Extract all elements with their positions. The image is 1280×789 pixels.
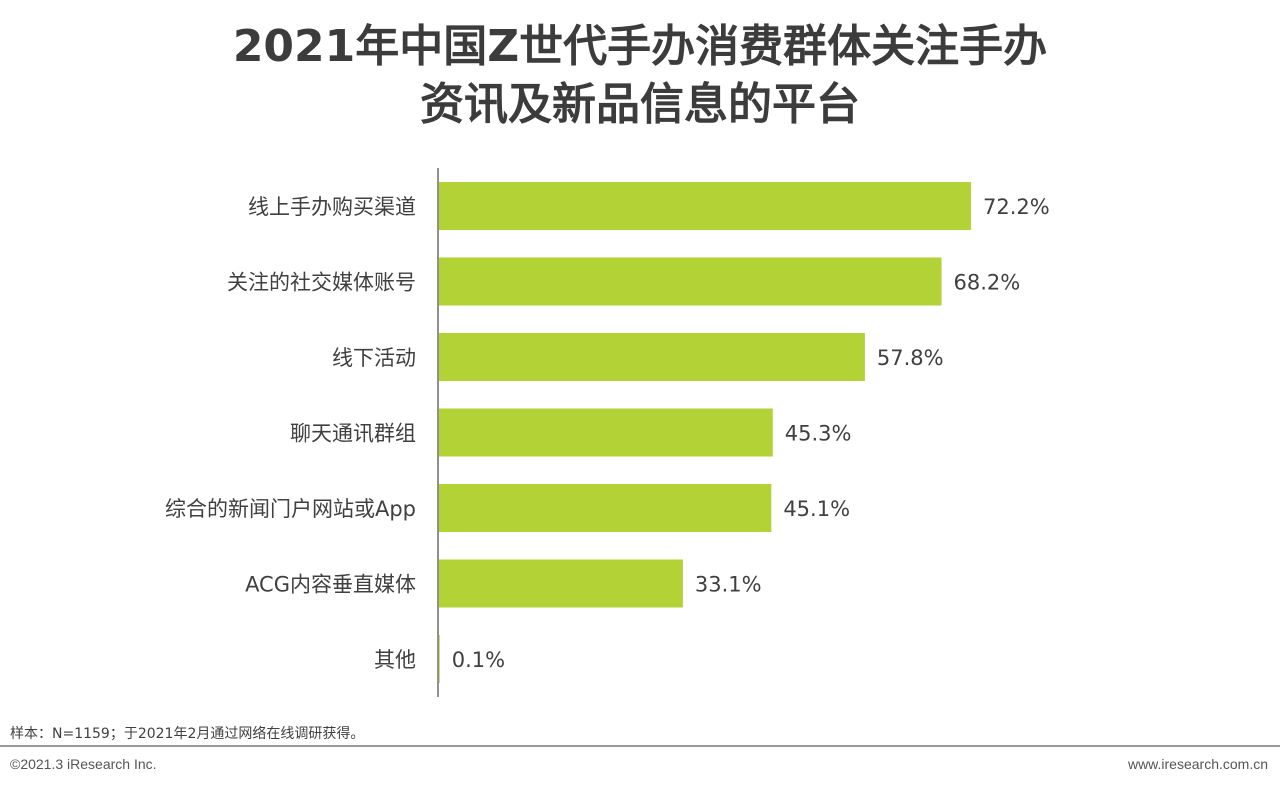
category-label-0: 线上手办购买渠道 [248, 195, 416, 219]
bar-0 [439, 182, 971, 230]
chart-title-line-1: 2021年中国Z世代手办消费群体关注手办 [232, 21, 1048, 72]
category-label-4: 综合的新闻门户网站或App [165, 497, 416, 521]
category-label-2: 线下活动 [332, 346, 416, 370]
category-label-1: 关注的社交媒体账号 [227, 271, 416, 295]
bar-1 [439, 257, 942, 306]
category-label-5: ACG内容垂直媒体 [245, 573, 416, 597]
chart-title-line-2: 资讯及新品信息的平台 [420, 79, 860, 130]
chart-title: 2021年中国Z世代手办消费群体关注手办 资讯及新品信息的平台 [0, 18, 1280, 134]
category-label-3: 聊天通讯群组 [290, 422, 416, 446]
copyright: ©2021.3 iResearch Inc. [10, 756, 157, 772]
value-label-1: 68.2% [954, 271, 1021, 295]
bar-3 [439, 408, 773, 457]
bar-chart: 线上手办购买渠道 72.2% 关注的社交媒体账号 68.2% 线下活动 57.8% 聊天通讯… [165, 168, 1050, 697]
footer-divider [0, 745, 1280, 747]
value-label-0: 72.2% [983, 195, 1050, 219]
value-label-3: 45.3% [785, 422, 852, 446]
bar-2 [439, 333, 865, 381]
category-label-6: 其他 [374, 648, 416, 672]
value-label-5: 33.1% [695, 573, 762, 597]
website-link[interactable]: www.iresearch.com.cn [1127, 756, 1268, 772]
value-label-6: 0.1% [452, 648, 505, 672]
value-label-2: 57.8% [877, 346, 944, 370]
bar-6 [439, 635, 440, 683]
value-label-4: 45.1% [783, 497, 850, 521]
footnote: 样本：N=1159；于2021年2月通过网络在线调研获得。 [10, 726, 365, 742]
bar-4 [439, 484, 772, 532]
bar-5 [439, 559, 683, 608]
